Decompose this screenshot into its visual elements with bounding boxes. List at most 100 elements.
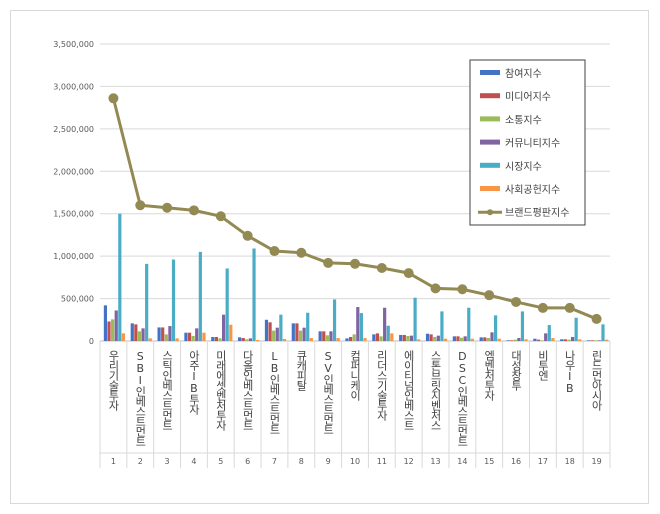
bar-사회공헌지수 [148, 338, 152, 341]
y-tick-label: 0 [89, 337, 94, 346]
bar-시장지수 [171, 259, 176, 341]
line-point [376, 263, 387, 274]
bar-커뮤니티지수 [436, 335, 440, 341]
bar-참여지수 [399, 334, 403, 341]
bar-사회공헌지수 [551, 338, 555, 341]
bar-시장지수 [118, 213, 122, 341]
bar-미디어지수 [322, 331, 326, 341]
rank-label: 15 [484, 457, 494, 466]
bar-커뮤니티지수 [221, 314, 226, 341]
bar-시장지수 [547, 325, 551, 341]
y-tick-label: 3,500,000 [53, 40, 94, 49]
line-point [108, 93, 119, 104]
bar-소통지수 [459, 337, 464, 341]
bar-참여지수 [238, 337, 242, 341]
bar-소통지수 [433, 337, 437, 341]
bar-사회공헌지수 [229, 324, 233, 341]
bar-커뮤니티지수 [517, 338, 521, 341]
bar-시장지수 [279, 314, 283, 341]
bar-커뮤니티지수 [195, 328, 199, 341]
bar-시장지수 [601, 324, 605, 341]
legend-label: 시장지수 [505, 161, 542, 173]
bar-미디어지수 [268, 322, 272, 341]
bar-사회공헌지수 [604, 339, 609, 341]
bar-소통지수 [298, 330, 303, 341]
bar-사회공헌지수 [390, 333, 394, 341]
line-point [269, 246, 280, 257]
bar-미디어지수 [563, 339, 567, 341]
bar-참여지수 [130, 323, 134, 341]
bar-소통지수 [272, 330, 276, 341]
legend-swatch [480, 70, 500, 75]
bar-사회공헌지수 [497, 338, 501, 341]
legend-label: 미디어지수 [505, 91, 551, 103]
bar-사회공헌지수 [443, 338, 448, 341]
bar-시장지수 [225, 268, 229, 341]
bar-소통지수 [513, 339, 517, 341]
bar-미디어지수 [483, 337, 487, 341]
bar-참여지수 [425, 333, 430, 341]
bar-사회공헌지수 [202, 332, 206, 341]
rank-label: 11 [377, 457, 387, 466]
bar-소통지수 [164, 334, 168, 341]
line-point [564, 302, 575, 313]
rank-label: 12 [404, 457, 414, 466]
line-point [484, 290, 495, 301]
bar-커뮤니티지수 [570, 337, 575, 341]
category-label: 우리기술투자 [107, 350, 120, 411]
category-label: 컴퍼니케이 [349, 350, 362, 402]
bar-시장지수 [145, 263, 149, 341]
category-label: 아주IB투자 [187, 350, 200, 415]
bar-시장지수 [198, 251, 202, 341]
bar-사회공헌지수 [336, 338, 340, 341]
bar-사회공헌지수 [578, 339, 582, 341]
rank-label: 13 [430, 457, 440, 466]
bar-시장지수 [252, 248, 256, 341]
category-label: 나우IB [563, 350, 576, 394]
bar-미디어지수 [590, 340, 594, 341]
bar-미디어지수 [134, 324, 138, 341]
category-label: 대성창투 [510, 350, 523, 392]
bar-참여지수 [560, 339, 564, 341]
line-point [457, 284, 468, 295]
line-point [188, 205, 199, 216]
bar-커뮤니티지수 [248, 338, 253, 341]
line-point [296, 247, 307, 258]
bar-미디어지수 [456, 336, 460, 341]
bar-커뮤니티지수 [275, 327, 279, 341]
bar-참여지수 [479, 337, 483, 341]
legend-swatch [480, 162, 500, 168]
category-label: 큐캐피탈 [295, 350, 308, 391]
category-label: 리더스기술투자 [375, 350, 388, 421]
bar-커뮤니티지수 [329, 331, 333, 341]
category-label: 비투엔 [536, 350, 549, 381]
line-point [403, 268, 414, 279]
bar-커뮤니티지수 [356, 307, 360, 341]
bar-시장지수 [574, 317, 578, 341]
bar-미디어지수 [349, 337, 353, 341]
rank-label: 8 [299, 457, 304, 466]
rank-label: 1 [111, 457, 116, 466]
legend-label: 참여지수 [505, 68, 542, 80]
bar-사회공헌지수 [256, 339, 260, 341]
y-tick-label: 500,000 [61, 295, 94, 304]
rank-label: 6 [245, 457, 250, 466]
category-label: 스톤브릿지벤처스 [429, 350, 442, 430]
bar-사회공헌지수 [175, 338, 179, 341]
line-point [323, 257, 334, 268]
bar-소통지수 [406, 335, 410, 341]
bar-소통지수 [486, 338, 491, 341]
bar-사회공헌지수 [282, 338, 287, 341]
y-tick-label: 2,500,000 [53, 125, 94, 134]
category-label: 스틱인베스트먼트 [161, 350, 174, 430]
bar-참여지수 [264, 319, 269, 341]
bar-커뮤니티지수 [597, 340, 601, 341]
y-tick-label: 1,500,000 [53, 210, 94, 219]
bar-시장지수 [332, 299, 337, 341]
bar-시장지수 [440, 311, 444, 341]
bar-커뮤니티지수 [383, 307, 387, 341]
bar-커뮤니티지수 [168, 326, 172, 341]
legend-label: 커뮤니티지수 [505, 138, 560, 150]
bar-시장지수 [359, 313, 363, 341]
